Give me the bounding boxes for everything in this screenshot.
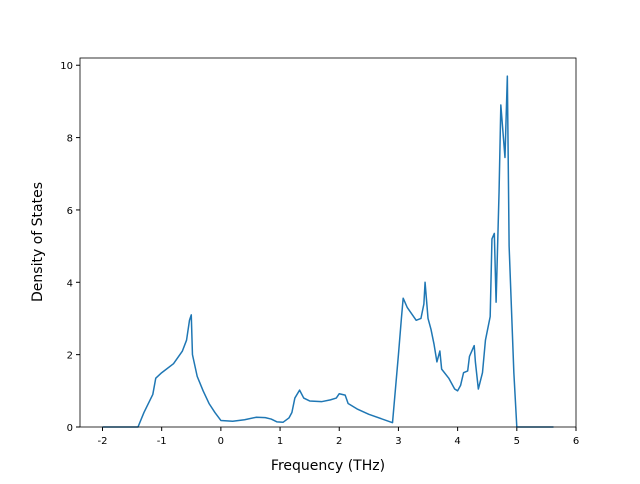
plot-frame bbox=[79, 57, 577, 428]
x-tick-label: 1 bbox=[277, 436, 283, 447]
x-tick-label: 5 bbox=[514, 436, 520, 447]
line bbox=[102, 75, 554, 428]
y-tick-label: 4 bbox=[67, 278, 73, 289]
x-tick-label: 3 bbox=[395, 436, 401, 447]
y-tick-label: 6 bbox=[67, 206, 73, 217]
x-tick-label: -2 bbox=[97, 436, 107, 447]
y-tick-label: 10 bbox=[60, 61, 73, 72]
y-tick-label: 2 bbox=[67, 351, 73, 362]
y-tick-label: 8 bbox=[67, 134, 73, 145]
y-axis-label: Density of States bbox=[30, 182, 46, 302]
x-tick-label: 2 bbox=[336, 436, 342, 447]
x-axis-label: Frequency (THz) bbox=[271, 458, 385, 474]
x-tick-label: 4 bbox=[454, 436, 460, 447]
y-tick-label: 0 bbox=[67, 423, 73, 434]
x-tick-label: -1 bbox=[157, 436, 167, 447]
x-tick-label: 0 bbox=[218, 436, 224, 447]
x-tick-label: 6 bbox=[573, 436, 579, 447]
